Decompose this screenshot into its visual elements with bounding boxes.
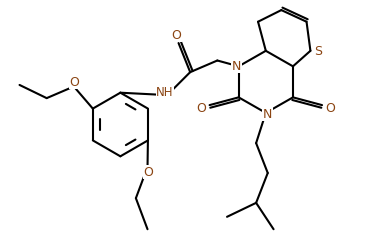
Text: NH: NH xyxy=(156,86,174,99)
Text: N: N xyxy=(263,108,272,121)
Text: O: O xyxy=(326,101,336,114)
Text: O: O xyxy=(143,166,153,178)
Text: O: O xyxy=(172,29,181,42)
Text: O: O xyxy=(196,101,206,114)
Text: O: O xyxy=(70,76,80,89)
Text: N: N xyxy=(232,60,241,73)
Text: S: S xyxy=(314,45,322,58)
